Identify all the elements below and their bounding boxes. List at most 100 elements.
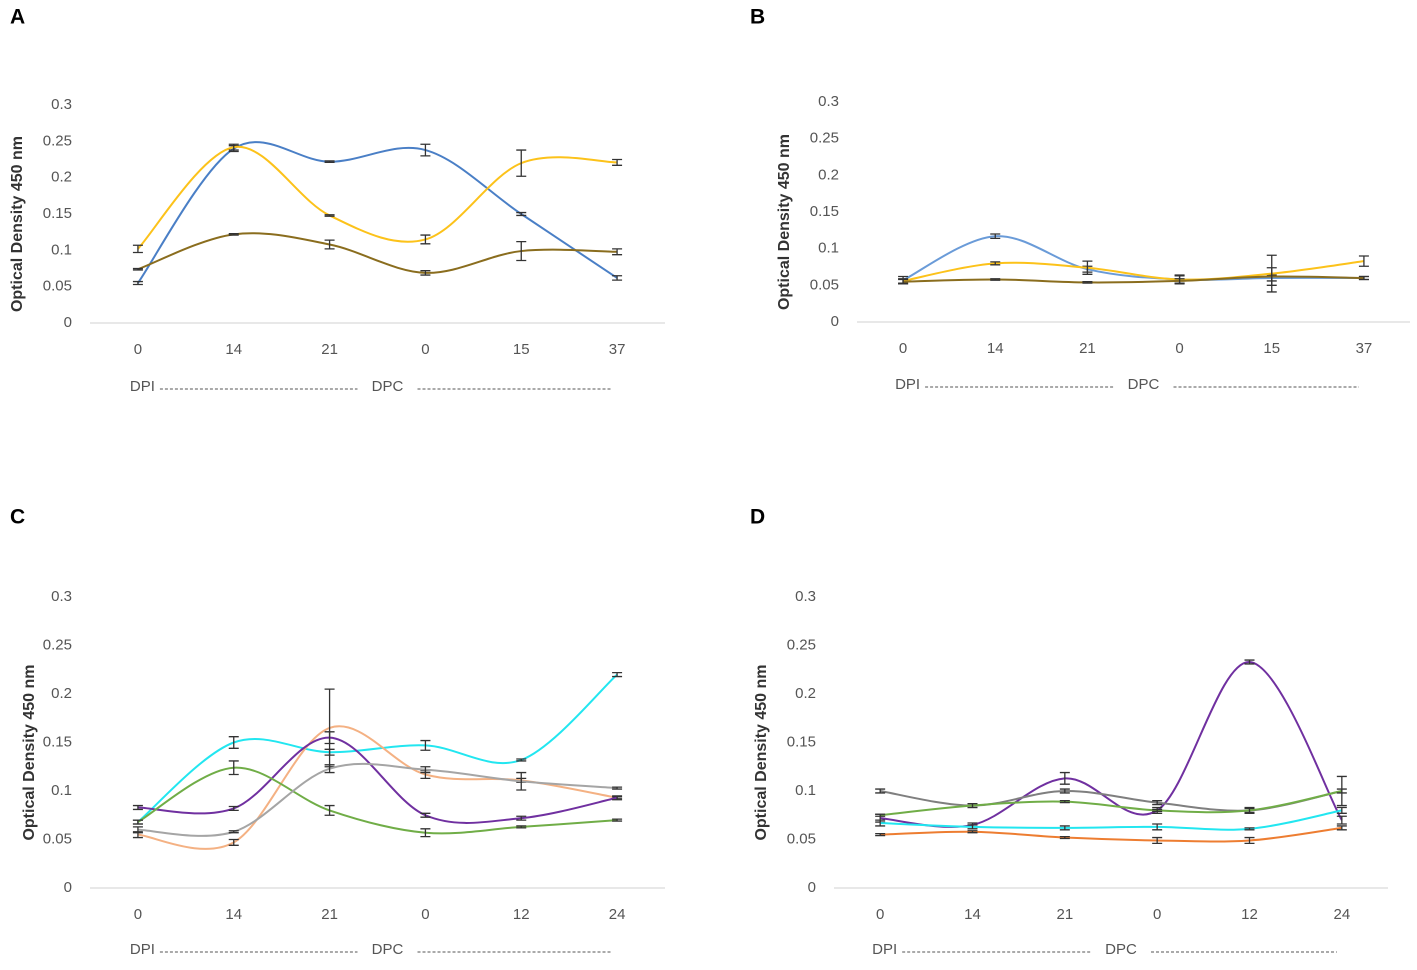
error-bar [1152, 836, 1163, 845]
error-bar [967, 802, 978, 809]
series-line [137, 146, 618, 250]
x-tick-label: 0 [134, 341, 142, 358]
phase-label: DPI [130, 941, 155, 958]
error-bar [875, 813, 886, 817]
error-bar [1082, 260, 1093, 275]
error-bar [516, 815, 527, 821]
series-line [880, 790, 1343, 817]
y-tick-label: 0.05 [43, 830, 72, 847]
x-tick-label: 12 [1241, 906, 1258, 923]
x-tick-label: 0 [421, 341, 429, 358]
error-bar [1059, 788, 1070, 794]
y-tick-label: 0.3 [51, 588, 72, 605]
error-bar [324, 160, 335, 164]
error-bar [132, 244, 143, 254]
error-bar [324, 731, 335, 745]
y-tick-label: 0.2 [818, 166, 839, 183]
error-bar [1059, 835, 1070, 840]
error-bar [1358, 275, 1369, 281]
error-bar [228, 736, 239, 749]
error-bar [228, 143, 239, 151]
x-tick-label: 0 [1153, 906, 1161, 923]
y-tick-label: 0.25 [787, 636, 816, 653]
error-bar [612, 275, 623, 281]
series-line [137, 141, 618, 284]
x-tick-label: 21 [1056, 906, 1073, 923]
x-tick-label: 24 [1333, 906, 1350, 923]
error-bar [1059, 825, 1070, 831]
x-tick-label: 0 [134, 906, 142, 923]
y-tick-label: 0.1 [795, 782, 816, 799]
y-tick-label: 0.15 [43, 205, 72, 222]
phase-label: DPI [872, 941, 897, 958]
x-tick-label: 24 [609, 906, 626, 923]
error-bar [1244, 807, 1255, 813]
y-tick-label: 0.15 [787, 733, 816, 750]
y-tick-label: 0 [64, 879, 72, 896]
y-axis-label: Optical Density 450 nm [753, 664, 770, 840]
error-bar [612, 786, 623, 790]
error-bar [1244, 659, 1255, 665]
y-tick-label: 0.1 [818, 240, 839, 257]
x-tick-label: 0 [421, 906, 429, 923]
error-bar [132, 804, 143, 811]
error-bar [420, 766, 431, 774]
series-line [902, 260, 1365, 282]
error-bar [516, 758, 527, 762]
x-tick-label: 15 [513, 341, 530, 358]
y-tick-label: 0.05 [787, 830, 816, 847]
y-tick-label: 0.1 [51, 782, 72, 799]
y-tick-label: 0 [831, 313, 839, 330]
x-tick-label: 21 [321, 906, 338, 923]
y-axis-label: Optical Density 450 nm [9, 136, 26, 312]
x-tick-label: 0 [876, 906, 884, 923]
x-tick-label: 12 [513, 906, 530, 923]
error-bar [612, 672, 623, 678]
y-tick-label: 0.25 [43, 132, 72, 149]
error-bar [516, 771, 527, 791]
series-line [903, 275, 1364, 284]
y-tick-label: 0 [808, 879, 816, 896]
error-bar [132, 819, 143, 825]
phase-label: DPC [372, 941, 404, 958]
x-tick-label: 21 [1079, 340, 1096, 357]
x-tick-label: 37 [1356, 340, 1373, 357]
panel-label: C [10, 506, 25, 529]
error-bar [420, 270, 431, 276]
error-bar [898, 278, 909, 285]
error-bar [990, 261, 1001, 266]
x-tick-label: 0 [1175, 340, 1183, 357]
y-tick-label: 0 [64, 314, 72, 331]
y-tick-label: 0.2 [795, 685, 816, 702]
error-bar [324, 804, 335, 816]
y-tick-label: 0.25 [43, 636, 72, 653]
phase-label: DPC [1128, 376, 1160, 393]
x-tick-label: 15 [1263, 340, 1280, 357]
x-tick-label: 14 [225, 906, 242, 923]
error-bar [1059, 800, 1070, 804]
panel-label: A [10, 6, 25, 29]
error-bar [228, 805, 239, 812]
error-bar [324, 239, 335, 250]
error-bar [324, 214, 335, 217]
error-bar [420, 812, 431, 818]
series-line [137, 232, 618, 274]
error-bar [132, 280, 143, 286]
error-bar [132, 826, 143, 834]
error-bar [132, 267, 143, 271]
panel-label: D [750, 506, 765, 529]
y-tick-label: 0.2 [51, 685, 72, 702]
x-tick-label: 14 [225, 341, 242, 358]
phase-label: DPI [895, 376, 920, 393]
error-bar [612, 795, 623, 801]
error-bar [1358, 255, 1369, 267]
error-bar [228, 760, 239, 776]
error-bar [1174, 278, 1185, 284]
error-bar [420, 828, 431, 838]
x-tick-label: 14 [987, 340, 1004, 357]
error-bar [420, 143, 431, 157]
error-bar [420, 234, 431, 245]
series-line [137, 736, 618, 824]
error-bar [875, 819, 886, 827]
